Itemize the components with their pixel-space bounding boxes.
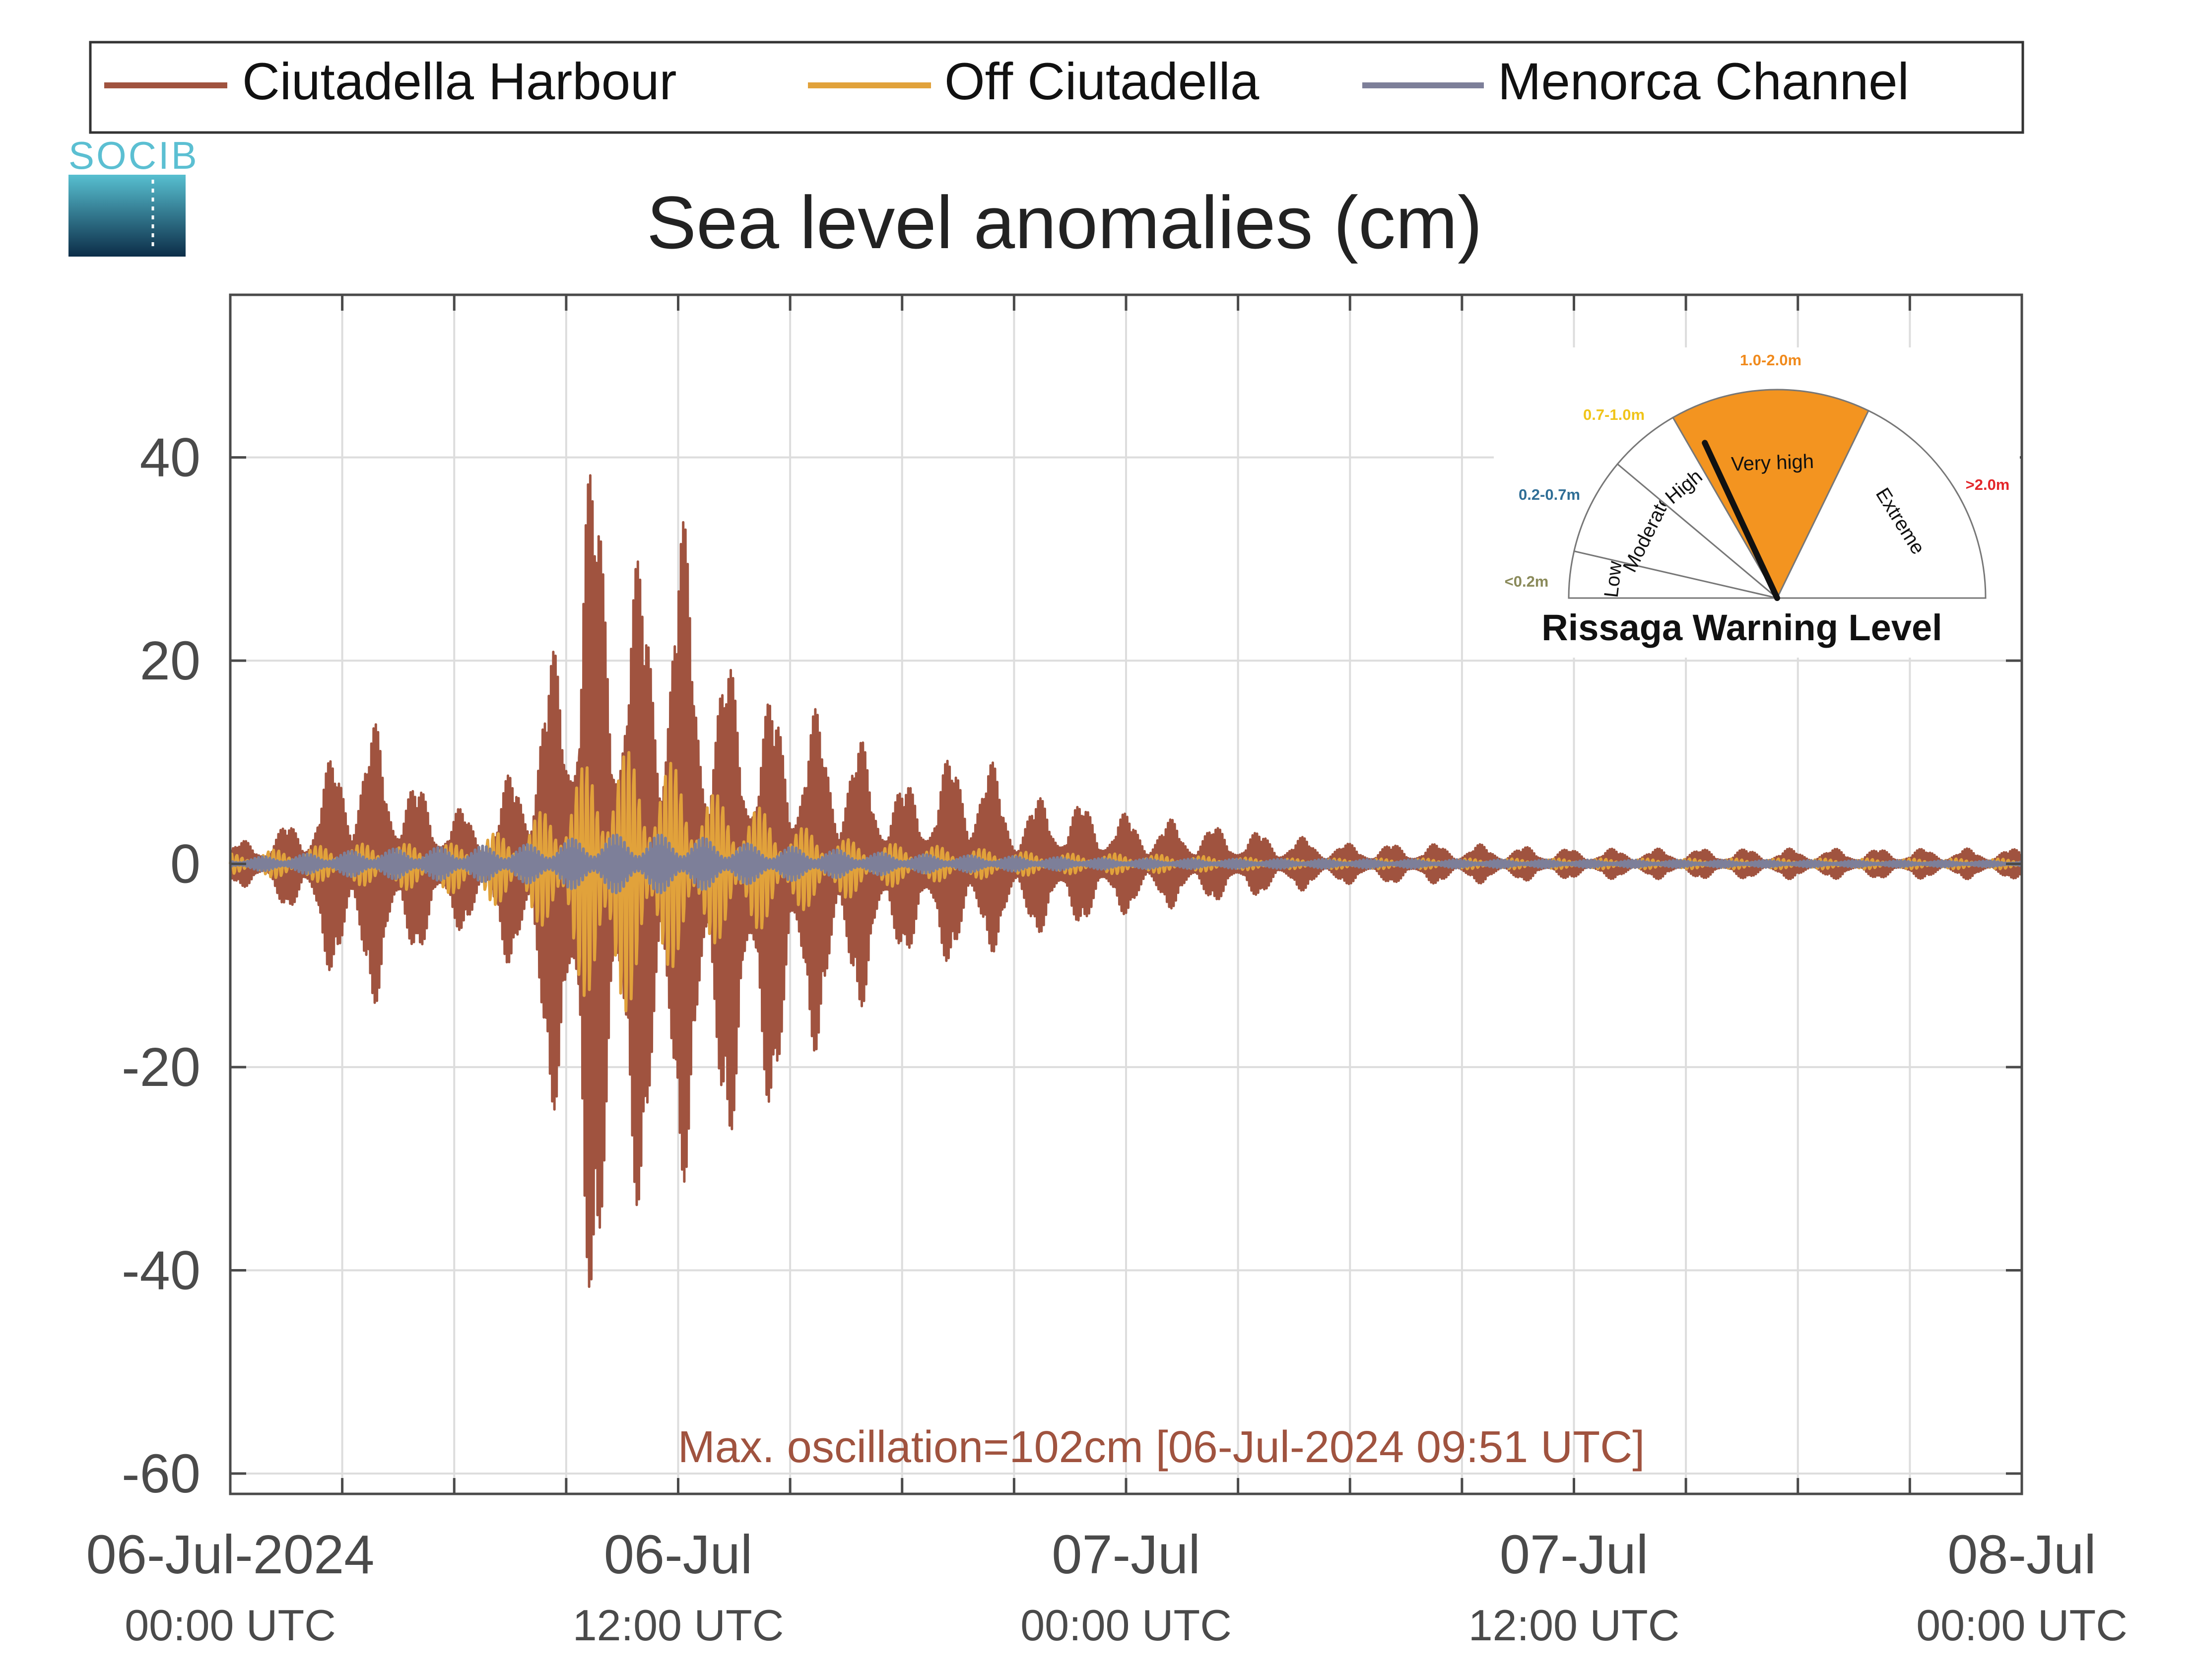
- y-tick-label: -40: [122, 1240, 200, 1301]
- gauge-range-very-high: 1.0-2.0m: [1740, 351, 1801, 369]
- gauge-sector-extreme: [1776, 409, 1987, 599]
- legend-box: [89, 41, 2024, 134]
- y-tick-label: 0: [170, 834, 200, 895]
- y-tick-label: 20: [140, 630, 200, 691]
- gauge-range-moderate: 0.2-0.7m: [1519, 486, 1580, 503]
- legend: Ciutadella Harbour Off Ciutadella Menorc…: [89, 41, 2024, 134]
- legend-label-off-ciutadella: Off Ciutadella: [944, 53, 1260, 111]
- gauge-needle: [1702, 440, 1780, 601]
- gauge-sector-moderate: [1573, 463, 1778, 599]
- x-tick-sublabel: 00:00 UTC: [1020, 1601, 1232, 1650]
- gauge-sector-high: [1616, 416, 1778, 599]
- legend-label-ciutadella-harbour: Ciutadella Harbour: [242, 53, 676, 111]
- x-tick-label: 06-Jul-2024: [86, 1524, 375, 1585]
- series-line-menorca-channel: [229, 833, 2023, 894]
- gauge-range-high: 0.7-1.0m: [1583, 406, 1645, 423]
- gauge-title: Rissaga Warning Level: [1541, 607, 1942, 648]
- socib-logo-mark: [68, 175, 186, 257]
- x-tick-label: 08-Jul: [1947, 1524, 2096, 1585]
- x-tick-label: 07-Jul: [1052, 1524, 1200, 1585]
- series-lines: [229, 474, 2023, 1288]
- x-tick-sublabel: 00:00 UTC: [1916, 1601, 2128, 1650]
- chart-title: Sea level anomalies (cm): [647, 181, 1482, 264]
- x-tick-sublabel: 12:00 UTC: [573, 1601, 784, 1650]
- x-tick-label: 07-Jul: [1500, 1524, 1649, 1585]
- grid-lines: [230, 295, 2022, 1494]
- y-tick-label: -60: [122, 1443, 200, 1504]
- x-tick-sublabel: 00:00 UTC: [125, 1601, 336, 1650]
- x-tick-sublabel: 12:00 UTC: [1468, 1601, 1680, 1650]
- gauge-label-low: Low: [1600, 560, 1626, 599]
- legend-label-menorca-channel: Menorca Channel: [1498, 53, 1909, 111]
- max-oscillation-annotation: Max. oscillation=102cm [06-Jul-2024 09:5…: [678, 1422, 1645, 1472]
- gauge-label-very-high: Very high: [1731, 451, 1814, 475]
- y-tick-label: 40: [140, 427, 200, 488]
- x-tick-label: 06-Jul: [604, 1524, 753, 1585]
- socib-logo: SOCIB: [68, 134, 199, 257]
- gauge-range-extreme: >2.0m: [1966, 476, 2010, 493]
- y-tick-label: -20: [122, 1037, 200, 1098]
- gauge-range-low: <0.2m: [1505, 573, 1549, 590]
- socib-logo-text: SOCIB: [68, 134, 199, 177]
- axes: -60 -40 -20 0 20 40 06-Jul-2024 00:00 UTC 06-Jul…: [86, 293, 2128, 1650]
- gauge-sector-very-high: [1671, 389, 1870, 600]
